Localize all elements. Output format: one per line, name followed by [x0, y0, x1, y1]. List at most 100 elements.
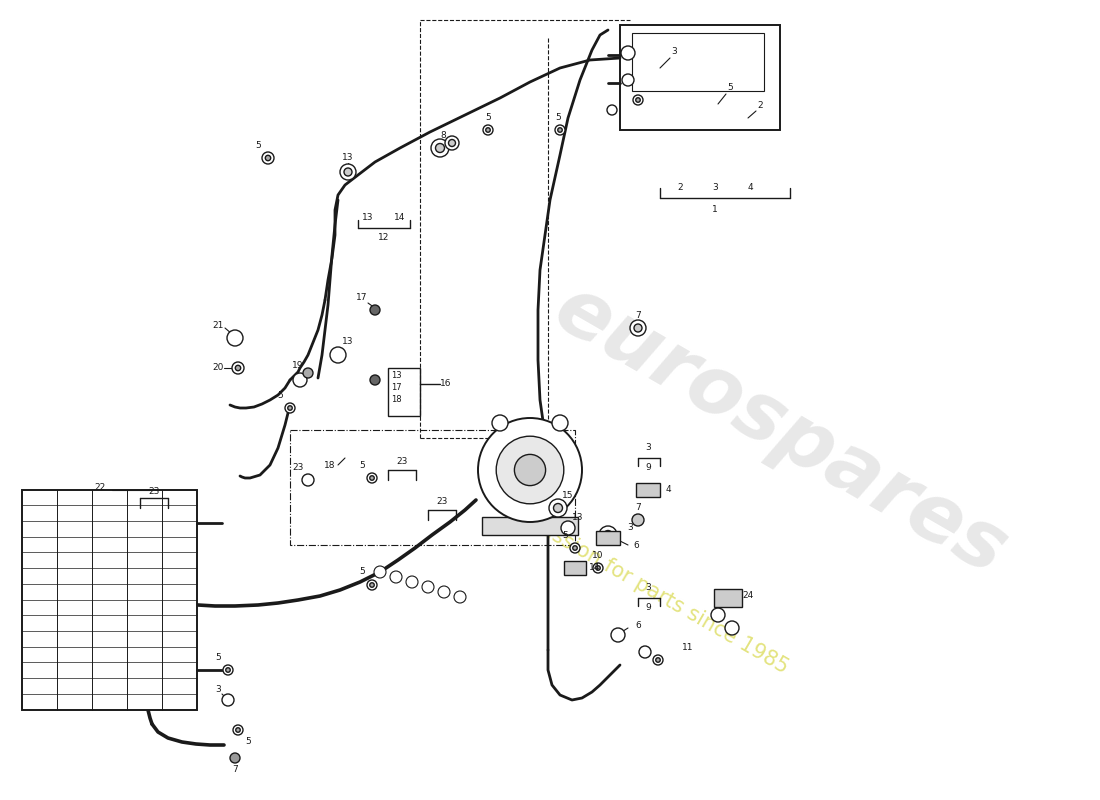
Circle shape — [446, 136, 459, 150]
Circle shape — [656, 658, 660, 662]
Circle shape — [367, 473, 377, 483]
Circle shape — [725, 621, 739, 635]
FancyBboxPatch shape — [22, 490, 197, 710]
Text: 3: 3 — [671, 47, 676, 57]
Text: 22: 22 — [95, 483, 106, 493]
Text: 13: 13 — [342, 154, 354, 162]
Circle shape — [436, 143, 444, 153]
Circle shape — [288, 406, 293, 410]
Circle shape — [406, 576, 418, 588]
Text: 17: 17 — [356, 294, 367, 302]
Text: 19: 19 — [293, 361, 304, 370]
Circle shape — [486, 128, 491, 132]
Text: 14: 14 — [590, 563, 601, 573]
Text: 2: 2 — [757, 101, 762, 110]
Circle shape — [422, 581, 435, 593]
Circle shape — [636, 98, 640, 102]
Circle shape — [235, 728, 240, 732]
Circle shape — [639, 646, 651, 658]
Circle shape — [370, 582, 374, 587]
Text: 9: 9 — [645, 463, 651, 473]
Circle shape — [285, 403, 295, 413]
Circle shape — [573, 546, 578, 550]
Circle shape — [570, 543, 580, 553]
Text: 5: 5 — [277, 391, 283, 401]
Text: 10: 10 — [592, 550, 604, 559]
Circle shape — [344, 168, 352, 176]
Circle shape — [232, 362, 244, 374]
Text: 6: 6 — [635, 621, 641, 630]
FancyBboxPatch shape — [620, 25, 780, 130]
Circle shape — [607, 105, 617, 115]
Text: 13: 13 — [342, 338, 354, 346]
Circle shape — [632, 95, 644, 105]
Text: 13: 13 — [390, 371, 402, 381]
Text: 5: 5 — [245, 738, 251, 746]
Text: 7: 7 — [635, 503, 641, 513]
Text: 18: 18 — [390, 395, 402, 405]
Circle shape — [227, 330, 243, 346]
Circle shape — [230, 753, 240, 763]
Circle shape — [330, 347, 346, 363]
Circle shape — [302, 474, 313, 486]
Text: 5: 5 — [562, 530, 568, 539]
Circle shape — [340, 164, 356, 180]
Circle shape — [293, 373, 307, 387]
Text: 1: 1 — [712, 206, 718, 214]
Text: 23: 23 — [396, 458, 408, 466]
Text: 23: 23 — [293, 463, 304, 473]
Text: 5: 5 — [359, 462, 365, 470]
Text: 6: 6 — [634, 541, 639, 550]
FancyBboxPatch shape — [632, 33, 764, 90]
Text: 5: 5 — [727, 83, 733, 93]
Text: 17: 17 — [390, 383, 402, 393]
Circle shape — [596, 566, 601, 570]
Text: 4: 4 — [747, 183, 752, 193]
Circle shape — [235, 366, 241, 370]
FancyBboxPatch shape — [388, 368, 420, 416]
Text: 23: 23 — [437, 498, 448, 506]
Circle shape — [552, 415, 568, 431]
Circle shape — [367, 580, 377, 590]
Circle shape — [454, 591, 466, 603]
Circle shape — [653, 655, 663, 665]
Circle shape — [222, 694, 234, 706]
Circle shape — [549, 499, 566, 517]
Text: 3: 3 — [712, 183, 718, 193]
Circle shape — [621, 74, 634, 86]
FancyBboxPatch shape — [482, 517, 578, 535]
Circle shape — [226, 668, 230, 672]
Text: 13: 13 — [572, 514, 584, 522]
Circle shape — [390, 571, 402, 583]
Text: 5: 5 — [485, 114, 491, 122]
Circle shape — [449, 139, 455, 146]
Text: 11: 11 — [682, 643, 694, 653]
Text: 7: 7 — [635, 310, 641, 319]
Circle shape — [604, 530, 613, 539]
Text: a passion for parts since 1985: a passion for parts since 1985 — [508, 502, 791, 678]
FancyBboxPatch shape — [636, 483, 660, 497]
Text: 16: 16 — [440, 379, 452, 389]
Text: 12: 12 — [378, 234, 389, 242]
Circle shape — [600, 526, 617, 544]
Circle shape — [483, 125, 493, 135]
Text: 23: 23 — [148, 487, 159, 497]
Text: 3: 3 — [645, 443, 651, 453]
FancyBboxPatch shape — [596, 531, 620, 545]
Circle shape — [370, 476, 374, 480]
Circle shape — [223, 665, 233, 675]
Circle shape — [561, 521, 575, 535]
Circle shape — [233, 725, 243, 735]
Circle shape — [496, 436, 564, 504]
Circle shape — [621, 46, 635, 60]
Circle shape — [553, 503, 562, 513]
Text: 9: 9 — [645, 603, 651, 613]
FancyBboxPatch shape — [564, 561, 586, 575]
Text: 5: 5 — [359, 567, 365, 577]
Text: 14: 14 — [394, 214, 406, 222]
Circle shape — [593, 563, 603, 573]
Circle shape — [478, 418, 582, 522]
Circle shape — [370, 375, 379, 385]
Text: 13: 13 — [362, 214, 374, 222]
Circle shape — [438, 586, 450, 598]
